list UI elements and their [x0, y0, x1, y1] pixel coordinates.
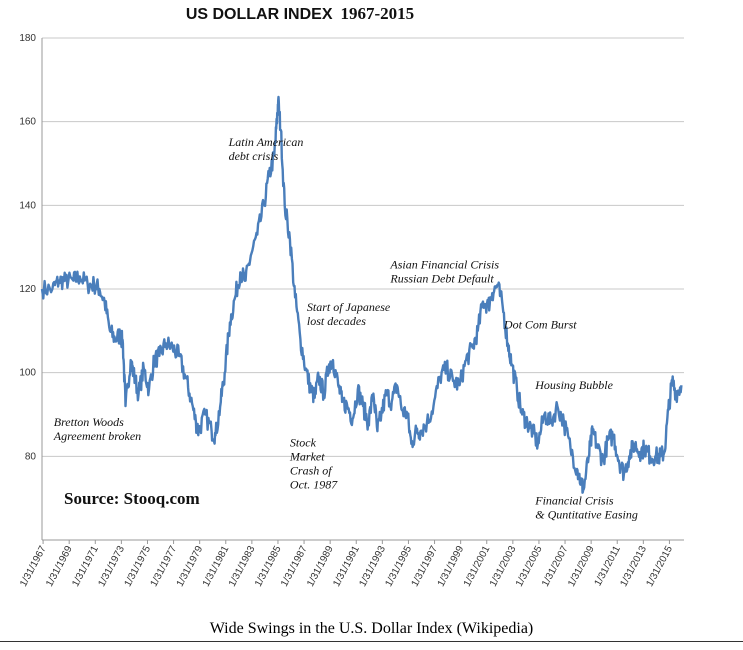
grid-lines: [42, 37, 684, 457]
plot-area: [40, 95, 683, 494]
annotation-line: & Quntitative Easing: [535, 507, 638, 521]
annotation-line: lost decades: [307, 314, 366, 328]
annotation-line: Housing Bubble: [534, 378, 613, 392]
chart-title-years: 1967-2015: [340, 4, 415, 23]
annotation-line: Latin American: [228, 135, 304, 149]
annotation-line: Stock: [290, 436, 317, 450]
figure-caption: Wide Swings in the U.S. Dollar Index (Wi…: [209, 620, 534, 637]
y-tick-label: 80: [25, 451, 37, 462]
annotation-line: Crash of: [290, 464, 333, 478]
y-axis: 80 100 120 140 160 180: [19, 33, 43, 540]
y-tick-label: 160: [19, 117, 36, 128]
dollar-index-chart: 80 100 120 140 160 180 1/31/19671/31/19691/31…: [18, 33, 684, 589]
annotation-line: Oct. 1987: [290, 478, 338, 492]
x-tick-label: 1/31/2015: [644, 544, 675, 589]
y-tick-label: 120: [19, 284, 36, 295]
annotation: Housing Bubble: [534, 378, 613, 392]
annotation-line: Dot Com Burst: [503, 318, 577, 332]
annotation-line: Agreement broken: [53, 429, 141, 443]
annotation-line: Asian Financial Crisis: [389, 258, 499, 272]
x-axis: 1/31/19671/31/19691/31/19711/31/19731/31…: [18, 539, 684, 589]
chart-title-main: US DOLLAR INDEX: [185, 6, 333, 23]
y-tick-label: 140: [19, 200, 36, 211]
annotation-line: Bretton Woods: [54, 415, 124, 429]
source-label: Source: Stooq.com: [64, 489, 200, 508]
annotation-line: Market: [289, 450, 325, 464]
chart-title: US DOLLAR INDEX 1967-2015: [0, 4, 600, 24]
y-tick-label: 100: [19, 368, 36, 379]
annotation-line: Russian Debt Default: [389, 272, 494, 286]
dollar-index-line: [40, 95, 683, 494]
annotation-line: Start of Japanese: [307, 300, 391, 314]
caption-rule: [0, 641, 743, 642]
annotation-line: Financial Crisis: [534, 493, 614, 507]
annotation: Dot Com Burst: [503, 318, 577, 332]
y-tick-label: 180: [19, 33, 36, 44]
annotation-line: debt crisis: [229, 149, 279, 163]
annotation: Financial Crisis& Quntitative Easing: [534, 493, 638, 521]
